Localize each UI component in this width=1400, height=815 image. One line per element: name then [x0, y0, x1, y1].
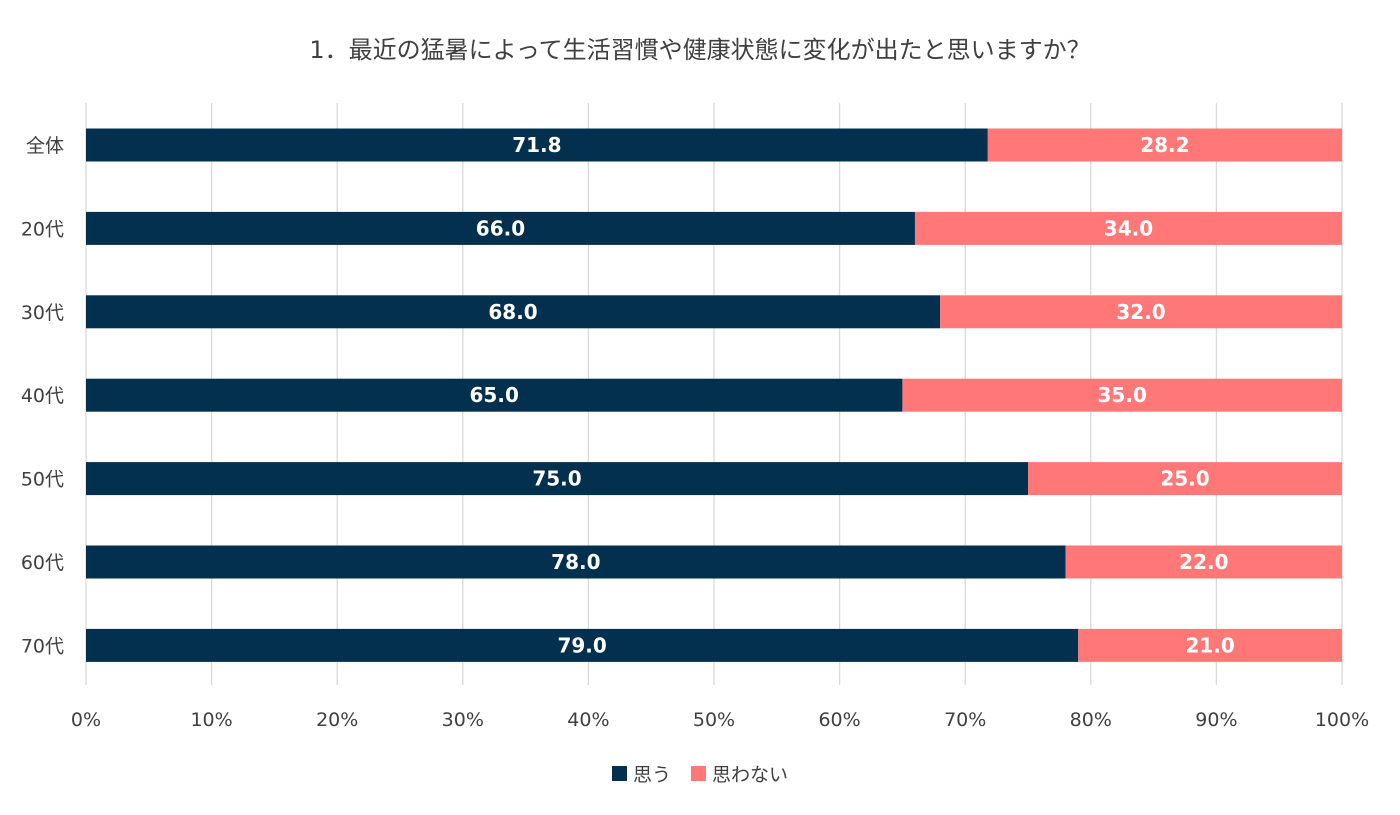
legend-swatch-agree	[611, 766, 627, 781]
legend-swatch-disagree	[691, 766, 706, 781]
data-label: 22.0	[1179, 550, 1228, 574]
legend-label-disagree: 思わない	[712, 764, 789, 786]
x-tick-label: 80%	[1070, 709, 1112, 731]
x-tick-label: 30%	[442, 709, 484, 731]
bar-disagree	[1028, 462, 1342, 496]
bar-disagree	[1078, 628, 1342, 662]
data-label: 66.0	[476, 216, 525, 240]
data-label: 25.0	[1160, 467, 1209, 491]
y-category-label: 20代	[21, 218, 64, 240]
chart-title: 1．最近の猛暑によって生活習慣や健康状態に変化が出たと思いますか？	[309, 36, 1091, 64]
bar-disagree	[987, 128, 1342, 162]
bar-agree	[86, 462, 1028, 496]
y-category-label: 40代	[21, 385, 64, 407]
bar-agree	[86, 545, 1066, 579]
data-label: 78.0	[551, 550, 600, 574]
y-category-label: 60代	[21, 552, 64, 574]
data-label: 68.0	[488, 300, 537, 324]
x-tick-label: 50%	[693, 709, 735, 731]
legend-label-agree: 思う	[632, 764, 671, 786]
data-label: 79.0	[557, 633, 606, 657]
x-tick-label: 40%	[567, 709, 609, 731]
data-label: 75.0	[532, 467, 581, 491]
x-tick-label: 90%	[1195, 709, 1237, 731]
bar-disagree	[914, 211, 1342, 245]
bar-disagree	[1065, 545, 1342, 579]
data-label: 32.0	[1116, 300, 1165, 324]
y-category-label: 30代	[21, 302, 64, 324]
data-label: 34.0	[1104, 216, 1153, 240]
bar-agree	[86, 211, 915, 245]
bar-disagree	[940, 295, 1342, 329]
bar-agree	[86, 628, 1079, 662]
x-tick-label: 100%	[1315, 709, 1369, 731]
x-tick-label: 0%	[71, 709, 101, 731]
data-label: 71.8	[512, 133, 561, 157]
data-label: 35.0	[1098, 383, 1147, 407]
legend: 思う 思わない	[0, 760, 1400, 787]
x-tick-label: 60%	[818, 709, 860, 731]
y-category-label: 70代	[21, 635, 64, 657]
x-tick-label: 70%	[944, 709, 986, 731]
bar-disagree	[902, 378, 1342, 412]
data-label: 21.0	[1185, 633, 1234, 657]
x-tick-label: 20%	[316, 709, 358, 731]
bar-agree	[86, 378, 903, 412]
bar-agree	[86, 128, 988, 162]
x-tick-label: 10%	[190, 709, 232, 731]
y-category-label: 全体	[26, 135, 64, 157]
data-label: 28.2	[1140, 133, 1189, 157]
y-category-label: 50代	[21, 469, 64, 491]
legend-item-disagree: 思わない	[691, 760, 788, 787]
data-label: 65.0	[470, 383, 519, 407]
legend-item-agree: 思う	[611, 760, 671, 787]
bar-agree	[86, 295, 941, 329]
